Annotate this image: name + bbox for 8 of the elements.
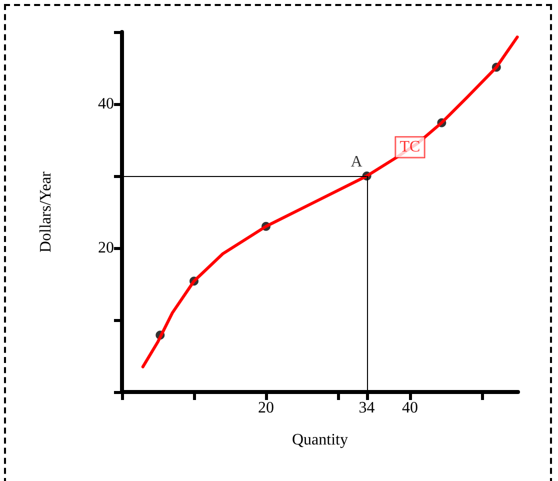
x-tick-label: 34 [358,400,375,416]
x-tick-label: 20 [258,400,274,416]
annotation: A [350,154,363,170]
x-tick-label: 40 [402,400,418,416]
line-series [141,36,519,368]
y-axis-title: Dollars/Year [38,170,54,253]
annotation: TC [400,138,420,156]
x-axis-title: Quantity [292,432,348,448]
